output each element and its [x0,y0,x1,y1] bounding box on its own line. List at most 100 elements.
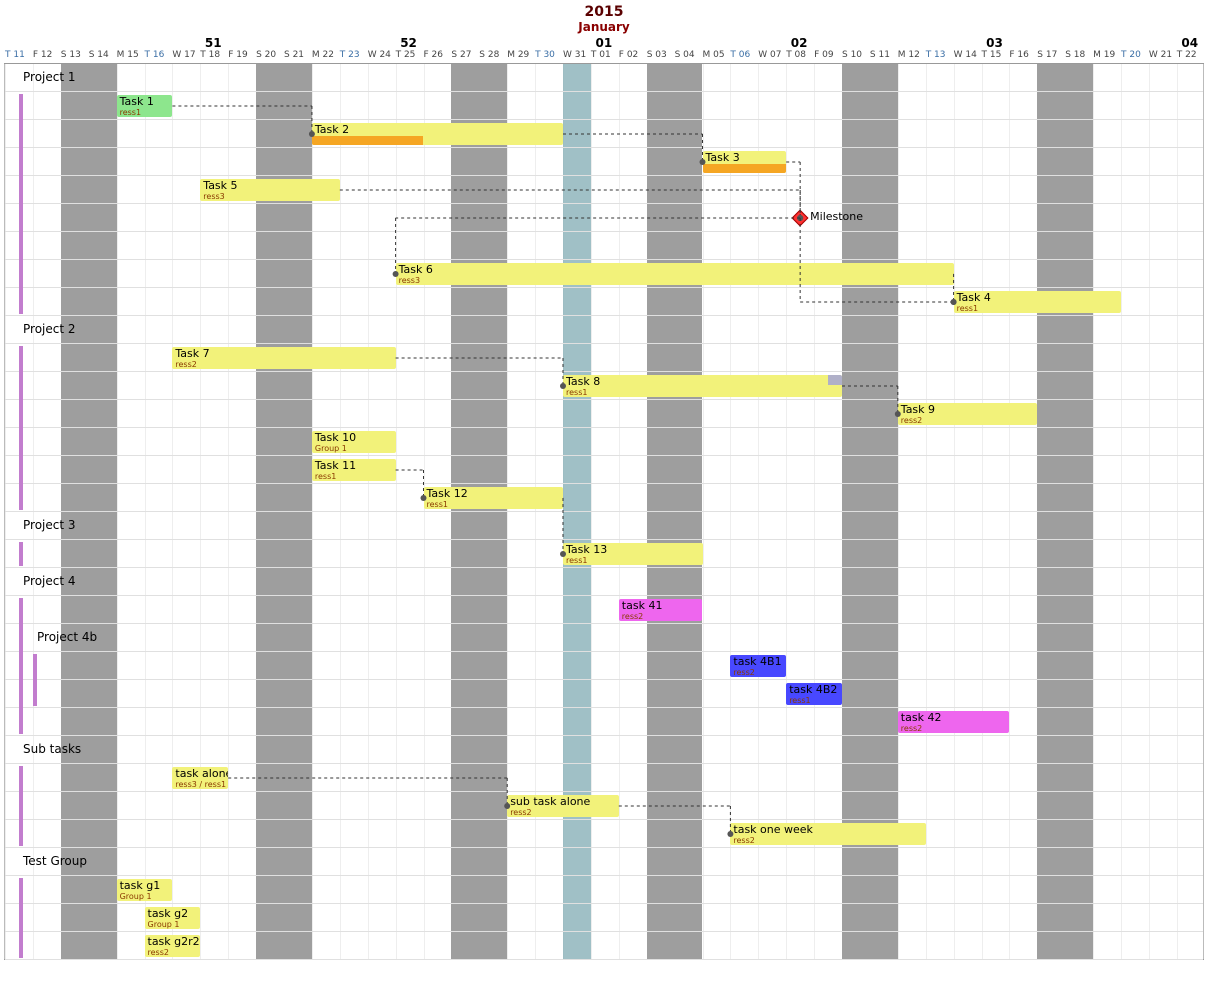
day-label: S 13 [60,50,88,64]
task-bar[interactable]: Task 10Group 1 [312,431,396,453]
chart-row [5,484,1203,512]
task-name: Task 4 [954,291,1121,303]
project-marker [19,346,23,510]
task-resource: ress3 [396,275,954,285]
day-label: S 17 [1036,50,1064,64]
chart-row [5,148,1203,176]
day-label: S 03 [646,50,674,64]
day-label: T 23 [339,50,367,64]
task-bar[interactable]: Task 9ress2 [898,403,1038,425]
day-label: F 16 [1008,50,1036,64]
task-bar[interactable]: Task 13ress1 [563,543,703,565]
week-label: 04 [1092,36,1220,48]
task-bar[interactable]: Task 6ress3 [396,263,954,285]
task-resource: ress1 [563,387,842,397]
chart-row [5,92,1203,120]
task-name: Task 5 [200,179,340,191]
day-label: T 16 [144,50,172,64]
task-bar[interactable]: task aloneress3 / ress1 [172,767,228,789]
day-label: T 08 [785,50,813,64]
chart-row [5,568,1203,596]
project-label: Test Group [23,854,87,868]
task-name: Task 7 [172,347,395,359]
task-resource: ress2 [898,415,1038,425]
task-name: sub task alone [507,795,619,807]
day-label: T 18 [199,50,227,64]
day-label: F 19 [227,50,255,64]
task-tail [828,375,842,385]
task-resource: ress1 [786,695,842,705]
task-resource: ress3 [200,191,340,201]
day-label: M 29 [506,50,534,64]
task-name: Task 12 [424,487,564,499]
day-label: W 31 [562,50,590,64]
task-name: Task 11 [312,459,396,471]
task-name: task 42 [898,711,1010,723]
task-name: task alone [172,767,228,779]
task-resource: ress2 [619,611,703,621]
task-progress [312,136,424,145]
timeline-header: 515201020304T 11F 12S 13S 14M 15T 16W 17… [4,36,1204,64]
chart-row [5,204,1203,232]
week-label: 52 [311,36,506,48]
task-bar[interactable]: task 4B1ress2 [730,655,786,677]
day-label: W 17 [171,50,199,64]
task-bar[interactable]: task 42ress2 [898,711,1010,733]
gantt-chart: 2015 January 515201020304T 11F 12S 13S 1… [4,4,1204,960]
task-resource: ress2 [730,835,925,845]
task-resource: ress2 [507,807,619,817]
task-resource: ress2 [145,947,201,957]
task-name: Task 3 [703,151,787,163]
day-label: M 15 [116,50,144,64]
project-marker [19,598,23,734]
chart-row [5,652,1203,680]
chart-row [5,176,1203,204]
task-bar[interactable]: Task 2Group 1 [312,123,563,145]
task-resource: ress1 [117,107,173,117]
task-bar[interactable]: Task 7ress2 [172,347,395,369]
day-label: W 14 [953,50,981,64]
day-label: T 01 [590,50,618,64]
chart-row [5,708,1203,736]
day-label: F 26 [423,50,451,64]
task-name: task g2 [145,907,201,919]
day-label: F 02 [618,50,646,64]
day-label: S 14 [88,50,116,64]
task-resource: ress1 [563,555,703,565]
task-resource: ress1 [424,499,564,509]
task-resource: ress2 [730,667,786,677]
project-marker [19,878,23,958]
task-bar[interactable]: task g1Group 1 [117,879,173,901]
task-bar[interactable]: Task 4ress1 [954,291,1121,313]
day-label: F 12 [32,50,60,64]
project-marker [19,542,23,566]
task-bar[interactable]: Task 1ress1 [117,95,173,117]
week-label: 02 [702,36,897,48]
week-label: 01 [506,36,701,48]
task-bar[interactable]: task one weekress2 [730,823,925,845]
task-bar[interactable]: Task 3ress2 [703,151,787,173]
chart-row [5,680,1203,708]
task-bar[interactable]: task g2r2ress2 [145,935,201,957]
header-month: January [4,20,1204,34]
day-label: T 22 [1176,50,1204,64]
task-name: Task 1 [117,95,173,107]
task-name: task 4B2 [786,683,842,695]
task-bar[interactable]: Task 5ress3 [200,179,340,201]
chart-row [5,820,1203,848]
project-label: Project 2 [23,322,76,336]
project-label: Project 3 [23,518,76,532]
chart-row [5,456,1203,484]
day-label: W 24 [367,50,395,64]
day-label: M 19 [1092,50,1120,64]
task-bar[interactable]: Task 12ress1 [424,487,564,509]
task-name: Task 8 [563,375,842,387]
task-bar[interactable]: task 4B2ress1 [786,683,842,705]
task-bar[interactable]: Task 11ress1 [312,459,396,481]
task-bar[interactable]: Task 8ress1 [563,375,842,397]
task-bar[interactable]: task g2Group 1 [145,907,201,929]
task-name: task g1 [117,879,173,891]
day-label: T 11 [4,50,32,64]
task-bar[interactable]: sub task aloneress2 [507,795,619,817]
task-bar[interactable]: task 41ress2 [619,599,703,621]
